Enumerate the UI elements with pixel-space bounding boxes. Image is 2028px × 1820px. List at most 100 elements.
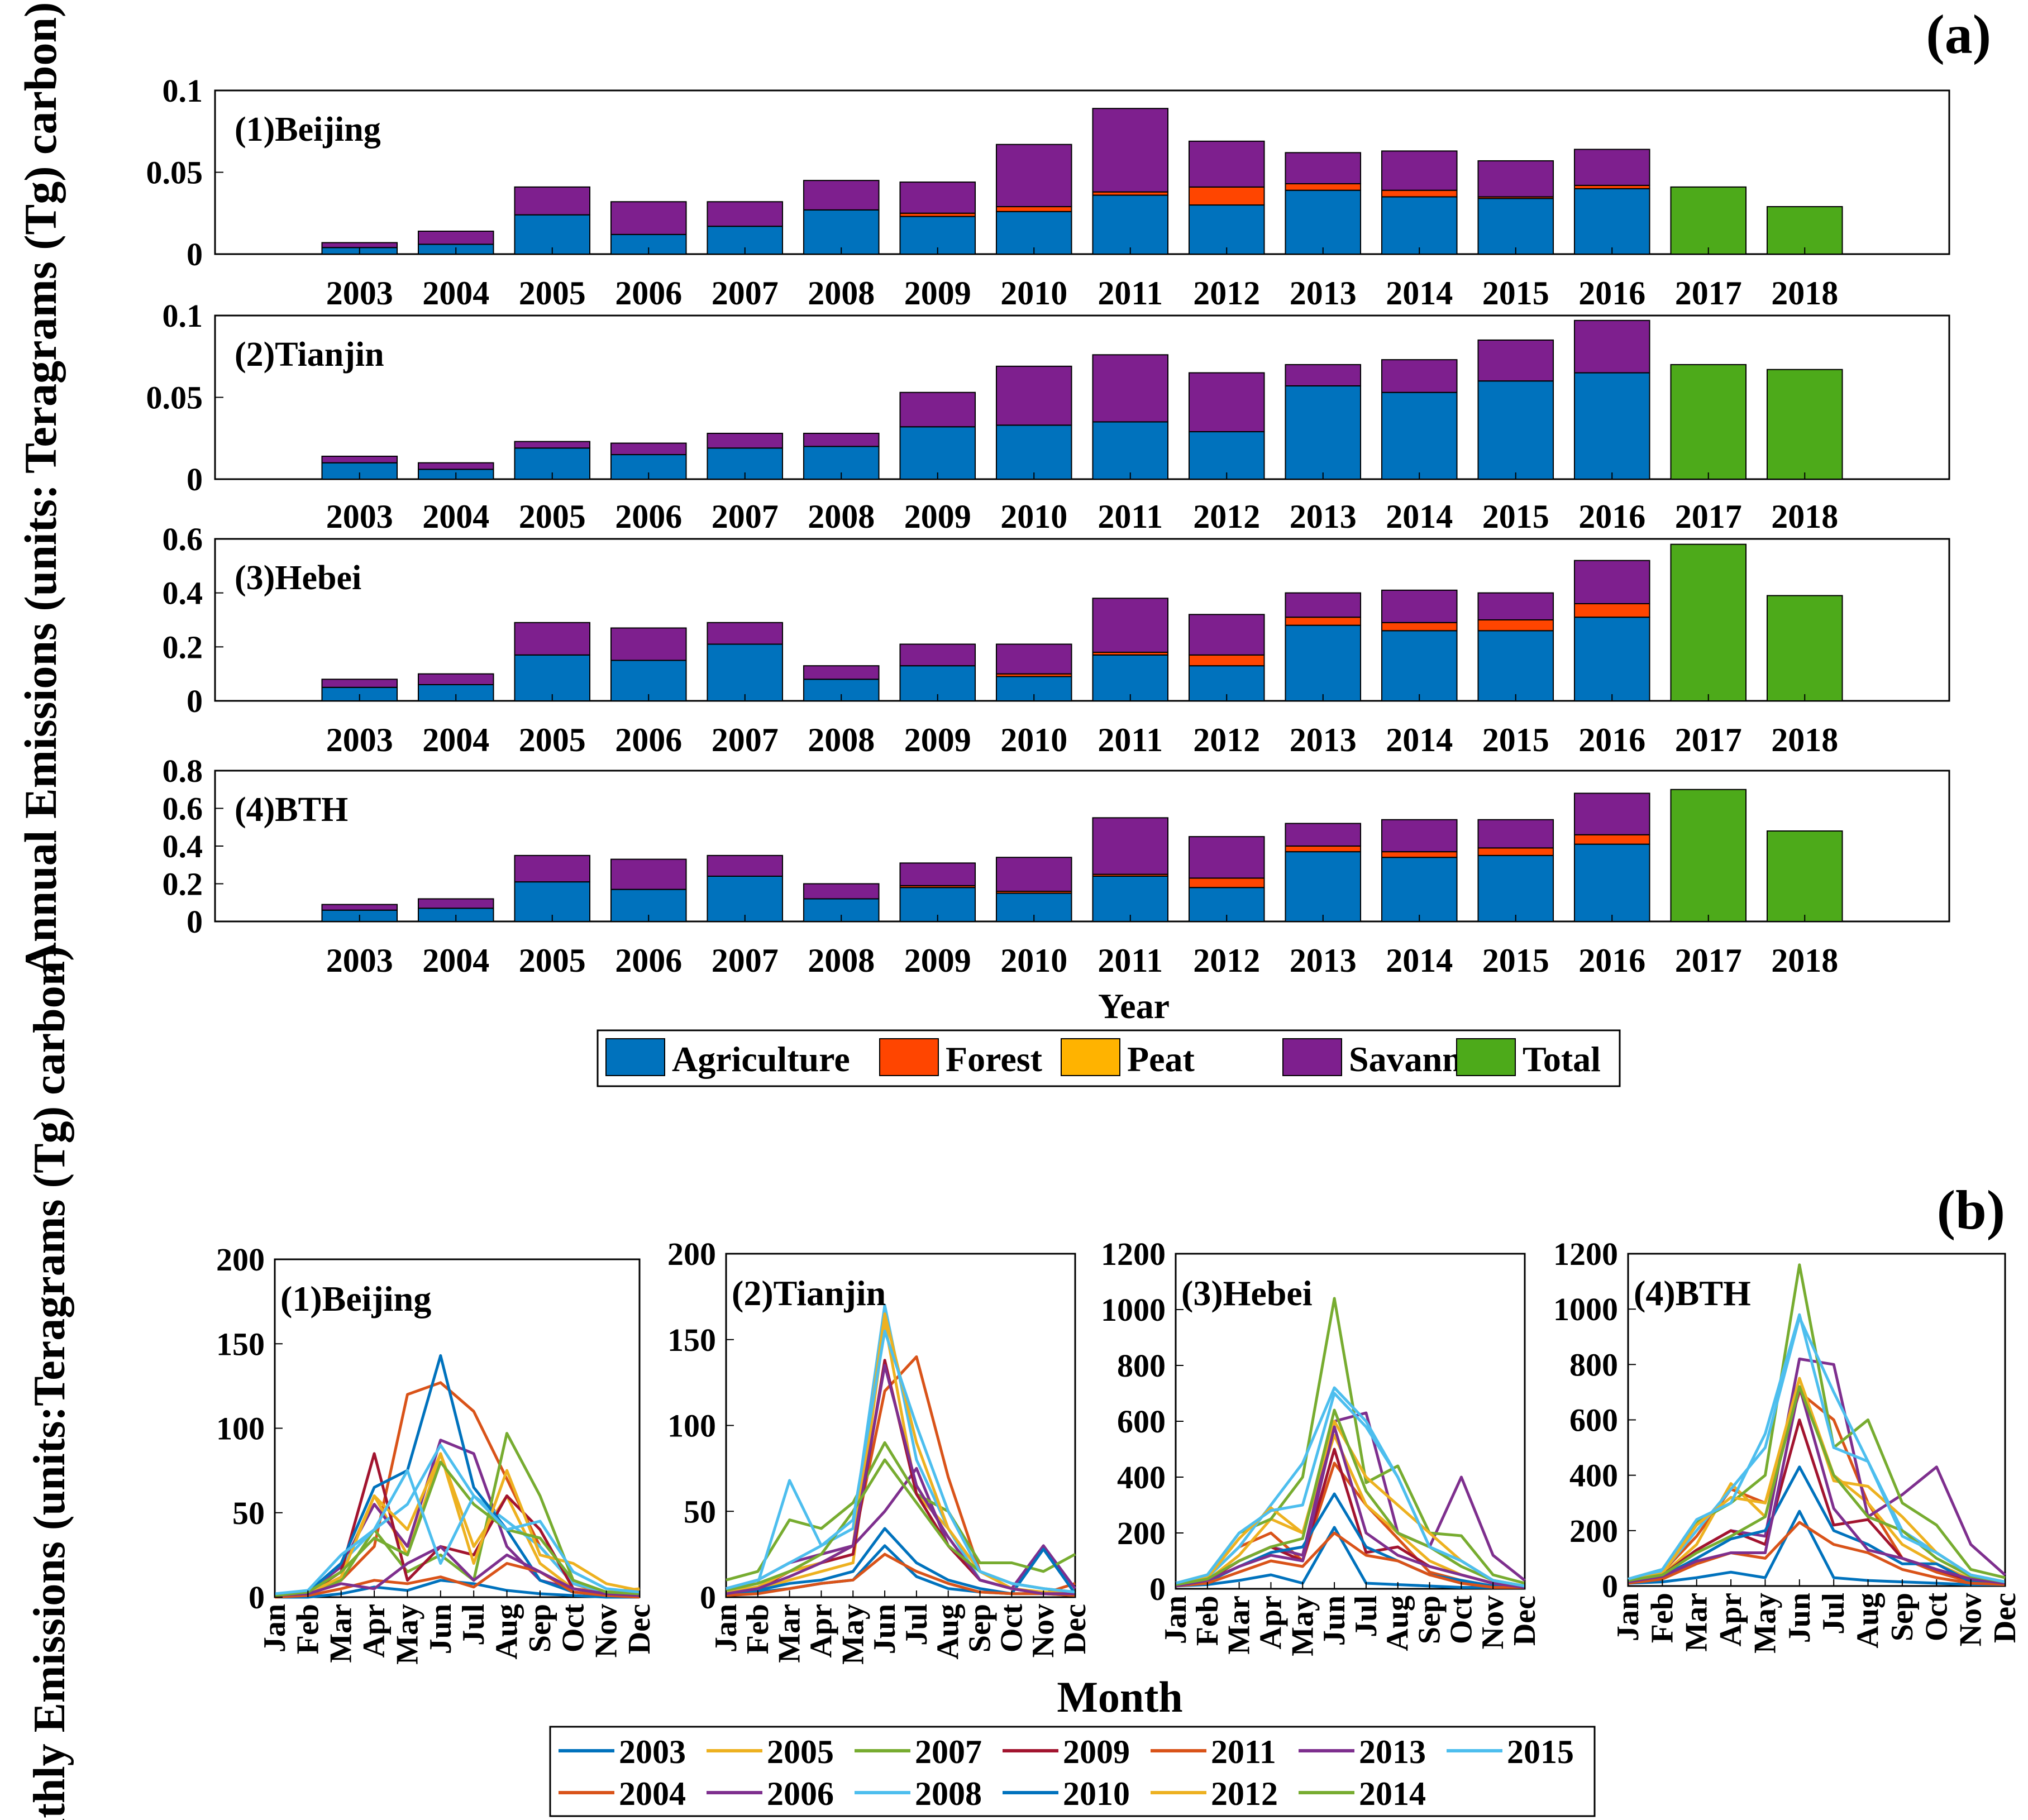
bar-agriculture-2010 [995, 424, 1072, 480]
series-line-2004 [1628, 1391, 2006, 1585]
bar-savannah-2009 [899, 181, 976, 214]
x-tick-label: 2013 [1290, 722, 1357, 758]
bar-savannah-2007 [707, 432, 784, 449]
y-tick-label: 0 [187, 236, 203, 273]
x-tick-label: Oct [1919, 1593, 1954, 1641]
bar-chart-frame [214, 770, 1950, 923]
y-tick-label: 100 [667, 1408, 716, 1444]
line-chart-3: 0 200 400 600 800 1000 1200 JanFebMarAprMayJunJ… [1101, 1236, 1542, 1656]
x-tick-label: 2016 [1578, 722, 1645, 758]
x-tick-label: Oct [994, 1604, 1029, 1652]
x-tick-label: 2008 [808, 498, 875, 535]
legend-label-2005: 2005 [767, 1733, 834, 1770]
x-tick-label: May [390, 1604, 424, 1665]
x-tick-label: Dec [1507, 1596, 1542, 1646]
bar-agriculture-2013 [1285, 189, 1362, 255]
bar-agriculture-2015 [1477, 198, 1554, 255]
bar-agriculture-2012 [1188, 431, 1265, 480]
x-tick-label: May [836, 1604, 870, 1665]
bar-savannah-2013 [1285, 823, 1362, 847]
y-tick-label: 1200 [1553, 1236, 1618, 1272]
y-tick-label: 150 [216, 1326, 265, 1362]
bar-savannah-2004 [417, 230, 494, 245]
y-tick-label: 200 [216, 1241, 265, 1278]
bar-savannah-2009 [899, 862, 976, 886]
y-tick-label: 0.4 [163, 828, 203, 864]
bar-chart-frame [214, 314, 1950, 480]
bar-savannah-2006 [610, 858, 687, 890]
x-tick-label: 2014 [1386, 498, 1453, 535]
panel-b-ylabel: Monthly Emissions (units:Teragrams (Tg) … [25, 946, 74, 1820]
bar-savannah-2011 [1092, 108, 1169, 193]
series-line-2012 [274, 1452, 640, 1597]
x-tick-label: 2010 [1000, 722, 1067, 758]
bar-agriculture-2008 [803, 209, 880, 255]
x-tick-label: 2007 [712, 275, 779, 312]
legend-swatch-total [1456, 1038, 1516, 1076]
bar-savannah-2014 [1381, 150, 1458, 191]
bar-savannah-2016 [1573, 560, 1650, 605]
legend-label-agriculture: Agriculture [672, 1039, 850, 1079]
bar-savannah-2014 [1381, 819, 1458, 853]
legend-b-box [549, 1726, 1596, 1817]
series-line-2010 [726, 1527, 1077, 1596]
y-tick-label: 0.6 [163, 521, 203, 557]
y-tick-label: 1200 [1101, 1236, 1166, 1272]
series-line-2013 [274, 1545, 640, 1597]
x-tick-label: Apr [804, 1604, 838, 1657]
bar-total-2017 [1670, 364, 1747, 480]
y-tick-label: 0 [1602, 1568, 1618, 1604]
x-tick-label: 2005 [519, 498, 586, 535]
bar-savannah-2005 [514, 186, 591, 216]
bar-agriculture-2011 [1092, 876, 1169, 922]
x-tick-label: Jan [1158, 1596, 1193, 1644]
bar-chart-frame [214, 538, 1950, 702]
bar-chart-title: (4)BTH [235, 791, 348, 829]
panel-a-ylabel-text: Annual Emissions (units: Teragrams (Tg) … [15, 2, 66, 976]
x-tick-label: Aug [1381, 1596, 1415, 1651]
legend-label-2014: 2014 [1359, 1775, 1426, 1812]
bar-agriculture-2011 [1092, 421, 1169, 480]
bar-savannah-2015 [1477, 339, 1554, 382]
panel-b-ylabel-text: Monthly Emissions (units:Teragrams (Tg) … [25, 946, 74, 1820]
y-tick-label: 0 [187, 683, 203, 719]
bar-agriculture-2015 [1477, 630, 1554, 702]
bar-savannah-2015 [1477, 819, 1554, 849]
bar-savannah-2003 [321, 242, 398, 249]
x-tick-label: 2011 [1097, 498, 1163, 535]
bar-savannah-2005 [514, 854, 591, 883]
bar-agriculture-2016 [1573, 372, 1650, 480]
bar-savannah-2010 [995, 365, 1072, 426]
bar-savannah-2004 [417, 462, 494, 470]
y-tick-label: 0 [187, 904, 203, 940]
x-tick-label: 2005 [519, 722, 586, 758]
x-tick-label: 2016 [1578, 275, 1645, 312]
bar-savannah-2006 [610, 627, 687, 661]
x-tick-label: Aug [1851, 1593, 1886, 1649]
y-tick-label: 0 [187, 461, 203, 498]
y-tick-label: 200 [667, 1236, 716, 1272]
bar-agriculture-2007 [707, 643, 784, 701]
series-line-2013 [1628, 1385, 2006, 1585]
legend-label-2011: 2011 [1211, 1733, 1276, 1770]
legend-label-2010: 2010 [1063, 1775, 1130, 1812]
legend-label-forest: Forest [946, 1039, 1043, 1079]
x-tick-label: Jul [1816, 1593, 1851, 1635]
x-tick-label: Nov [1954, 1593, 1988, 1646]
panel-a-label: (a) [1926, 3, 1991, 65]
x-tick-label: Sep [1885, 1593, 1920, 1641]
x-tick-label: Apr [1714, 1593, 1748, 1646]
y-tick-label: 50 [232, 1495, 265, 1531]
bar-savannah-2011 [1092, 817, 1169, 875]
y-tick-label: 0.6 [163, 791, 203, 827]
bar-agriculture-2006 [610, 660, 687, 701]
bar-savannah-2003 [321, 455, 398, 464]
legend-label-peat: Peat [1127, 1039, 1195, 1079]
bar-forest-2015 [1477, 619, 1554, 632]
x-tick-label: Jun [423, 1604, 458, 1654]
bar-forest-2013 [1285, 845, 1362, 853]
y-tick-label: 800 [1117, 1348, 1166, 1384]
x-tick-label: 2013 [1290, 942, 1357, 979]
x-tick-label: 2012 [1193, 498, 1260, 535]
panel-a-xlabel: Year [1098, 986, 1170, 1026]
